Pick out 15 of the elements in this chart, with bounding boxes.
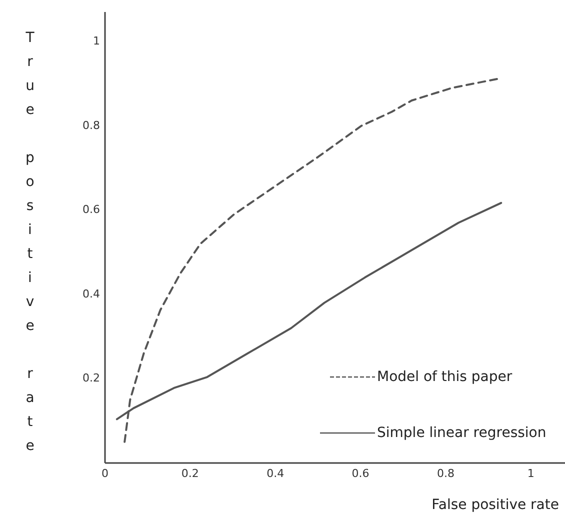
x-tick-label: 0.6 bbox=[352, 467, 370, 480]
y-tick-label: 0.6 bbox=[82, 203, 100, 216]
x-tick-label: 0 bbox=[102, 467, 108, 480]
text: True positive rate bbox=[26, 30, 34, 454]
legend-label: Model of this paper bbox=[377, 368, 512, 385]
y-tick-label: 1 bbox=[93, 34, 100, 48]
x-tick-label: 0.8 bbox=[436, 467, 454, 480]
x-tick-label: 0.2 bbox=[181, 467, 199, 480]
y-tick-label: 0.2 bbox=[82, 372, 100, 385]
legend-label: Simple linear regression bbox=[377, 424, 546, 441]
y-tick-label: 0.8 bbox=[82, 118, 100, 132]
x-tick-label: 0.4 bbox=[266, 467, 284, 480]
x-tick-label: 1 bbox=[527, 467, 534, 480]
x-axis-title: False positive rate bbox=[432, 497, 559, 513]
y-tick-label: 0.4 bbox=[82, 287, 100, 300]
